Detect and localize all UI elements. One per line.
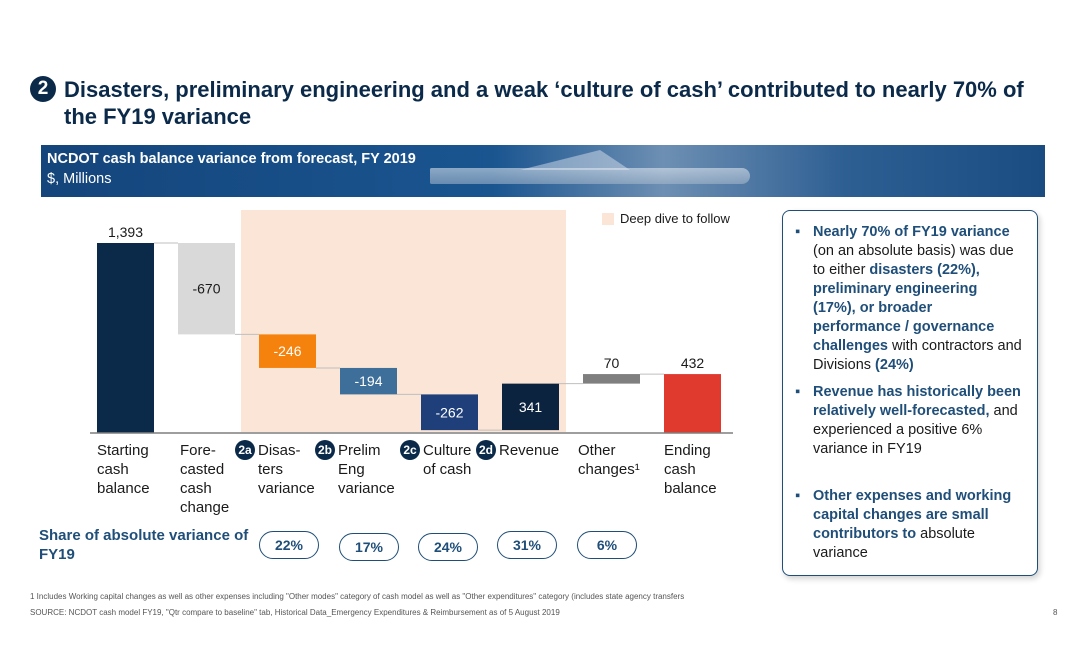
takeaway-3: ▪ Other expenses and working capital cha…	[795, 488, 1012, 561]
value-label-revenue: 341	[519, 399, 543, 415]
value-label-prelim-eng: -194	[354, 373, 382, 389]
category-label-other: Other changes¹	[578, 442, 640, 478]
slide-title: Disasters, preliminary engineering and a…	[64, 77, 1024, 129]
bar-forecasted	[178, 243, 235, 335]
value-label-forecasted: -670	[192, 281, 220, 297]
category-label-forecasted: Fore- casted cash change	[180, 442, 230, 516]
badge-2b: 2b	[315, 440, 335, 460]
value-label-disasters: -246	[273, 343, 301, 359]
category-label-starting: Starting cash balance	[97, 442, 150, 497]
airplane-image	[430, 168, 750, 184]
share-pill-other: 6%	[577, 531, 637, 559]
legend-label: Deep dive to follow	[620, 211, 730, 226]
takeaway-2: ▪ Revenue has historically been relative…	[795, 384, 1021, 457]
share-label: Share of absolute variance of FY19	[39, 527, 249, 563]
share-pill-revenue: 31%	[497, 531, 557, 559]
value-label-other: 70	[604, 355, 620, 371]
footnote: 1 Includes Working capital changes as we…	[30, 592, 685, 601]
value-label-ending: 432	[681, 355, 705, 371]
bullet-square-icon: ▪	[795, 488, 801, 504]
value-label-culture: -262	[435, 404, 463, 420]
bar-prelim-eng	[340, 367, 397, 395]
category-label-prelim-eng: Prelim Eng variance	[338, 442, 395, 497]
share-pill-culture: 24%	[418, 533, 478, 561]
bullet-square-icon: ▪	[795, 384, 801, 400]
key-takeaways-callout: ▪ Nearly 70% of FY19 variance (on an abs…	[782, 210, 1038, 576]
source-note: SOURCE: NCDOT cash model FY19, "Qtr comp…	[30, 608, 560, 617]
bar-other	[583, 374, 640, 384]
bar-revenue	[502, 383, 559, 431]
section-number-badge: 2	[30, 76, 56, 102]
bar-starting	[97, 243, 154, 433]
bullet-square-icon: ▪	[795, 224, 801, 240]
legend-swatch	[602, 213, 614, 225]
badge-2c: 2c	[400, 440, 420, 460]
share-pill-disasters: 22%	[259, 531, 319, 559]
chart-unit: $, Millions	[47, 171, 112, 187]
category-label-disasters: Disas- ters variance	[258, 442, 315, 497]
bar-ending	[664, 374, 721, 433]
airplane-wing-image	[520, 150, 630, 170]
share-pill-prelim-eng: 17%	[339, 533, 399, 561]
badge-2d: 2d	[476, 440, 496, 460]
category-label-revenue: Revenue	[499, 442, 560, 459]
chart-title: NCDOT cash balance variance from forecas…	[47, 151, 416, 167]
takeaway-1: ▪ Nearly 70% of FY19 variance (on an abs…	[795, 224, 1022, 373]
category-label-ending: Ending cash balance	[664, 442, 717, 497]
badge-2a: 2a	[235, 440, 255, 460]
page-number: 8	[1053, 608, 1058, 617]
category-label-culture: Culture of cash	[423, 442, 472, 478]
bar-disasters	[259, 334, 316, 368]
value-label-starting: 1,393	[108, 224, 143, 240]
bar-culture	[421, 394, 478, 431]
